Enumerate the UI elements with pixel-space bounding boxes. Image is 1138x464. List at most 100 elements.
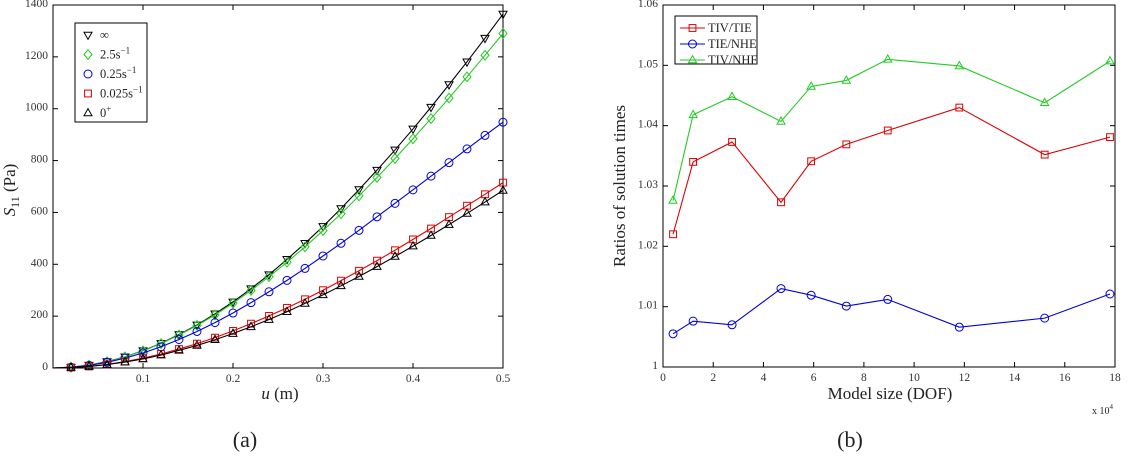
- data-point: [668, 329, 678, 339]
- data-point: [210, 310, 220, 320]
- legend-label: 2.5s−1: [100, 46, 130, 62]
- data-point: [301, 295, 309, 304]
- data-point: [954, 322, 964, 332]
- data-point: [210, 309, 220, 321]
- data-point: [727, 320, 737, 330]
- data-point: [391, 246, 399, 255]
- data-point: [806, 290, 816, 300]
- series-circle: [668, 284, 1115, 339]
- data-point: [776, 284, 786, 294]
- data-point: [264, 287, 274, 297]
- data-point: [246, 321, 256, 331]
- data-point: [1039, 97, 1050, 107]
- data-point: [883, 294, 893, 304]
- legend-label: TIE/NHE: [708, 37, 757, 51]
- y-tick-label: 0: [42, 361, 48, 373]
- data-point: [498, 27, 508, 40]
- data-point: [264, 271, 274, 283]
- data-point: [408, 240, 418, 250]
- data-point: [354, 186, 364, 196]
- y-tick-label: 600: [31, 205, 49, 217]
- legend-item: 0+: [83, 104, 111, 120]
- data-point: [841, 74, 852, 84]
- data-point: [120, 356, 130, 366]
- y-tick-label: 1200: [25, 50, 48, 62]
- data-point: [1040, 313, 1050, 323]
- data-point: [336, 280, 346, 290]
- legend-item: 2.5s−1: [83, 46, 130, 62]
- data-point: [300, 298, 310, 307]
- legend-label: 0.025s−1: [100, 85, 143, 101]
- y-tick-label: 800: [31, 154, 49, 166]
- y-tick-label: 1.06: [638, 0, 658, 10]
- y-tick-label: 400: [31, 257, 49, 269]
- data-point: [264, 314, 274, 323]
- data-point: [282, 275, 292, 285]
- data-point: [337, 276, 345, 285]
- chart-a-ylabel: S11 (Pa): [0, 164, 22, 217]
- series-square: [669, 103, 1114, 239]
- data-point: [807, 157, 816, 166]
- data-point: [462, 58, 472, 68]
- data-point: [318, 251, 328, 261]
- data-point: [229, 327, 237, 335]
- data-point: [777, 198, 785, 207]
- legend-item: ∞: [83, 28, 109, 42]
- data-point: [444, 81, 454, 91]
- data-point: [480, 34, 490, 44]
- data-point: [462, 208, 472, 217]
- chart-b-xlabel: Model size (DOF): [828, 384, 953, 403]
- data-point: [842, 140, 851, 149]
- chart-b-ylabel: Ratios of solution times: [610, 105, 629, 267]
- data-point: [102, 357, 112, 367]
- data-point: [372, 166, 382, 176]
- series-line: [672, 106, 1111, 235]
- data-point: [300, 263, 310, 273]
- data-point: [480, 130, 490, 140]
- data-point: [228, 297, 238, 309]
- y-tick-label: 1400: [25, 0, 48, 10]
- data-point: [462, 144, 472, 154]
- legend-label: 0+: [100, 104, 111, 120]
- data-point: [228, 328, 238, 337]
- data-point: [776, 116, 786, 125]
- legend-item: 0.025s−1: [84, 85, 143, 101]
- data-point: [336, 238, 346, 248]
- data-point: [954, 60, 965, 70]
- data-point: [138, 353, 148, 363]
- data-point: [841, 301, 851, 311]
- legend-item: TIV/TIE: [680, 21, 752, 35]
- data-point: [192, 321, 202, 331]
- legend-label: 0.25s−1: [100, 65, 136, 81]
- x-tick-label: 10: [908, 372, 920, 384]
- data-point: [462, 71, 472, 83]
- data-point: [102, 359, 112, 368]
- data-point: [1105, 289, 1115, 299]
- chart-a-xlabel: u (m): [261, 384, 298, 403]
- x-tick-label: 16: [1059, 372, 1071, 384]
- legend-label: TIV/NHE: [708, 53, 758, 67]
- data-point: [480, 49, 490, 61]
- y-tick-label: 1000: [25, 102, 48, 114]
- legend-marker: [83, 31, 93, 41]
- legend: ∞ 2.5s−1 0.25s−1 0.025s−1 0+: [74, 22, 148, 123]
- data-point: [174, 331, 184, 340]
- legend-label: ∞: [100, 28, 109, 42]
- data-point: [668, 195, 678, 204]
- data-point: [156, 338, 166, 350]
- legend-box: [74, 22, 148, 123]
- y-tick-label: 1: [652, 360, 658, 372]
- y-tick-label: 200: [31, 309, 49, 321]
- data-point: [498, 117, 508, 127]
- data-point: [246, 284, 256, 297]
- legend-marker: [688, 39, 697, 49]
- data-point: [228, 308, 238, 318]
- data-point: [689, 157, 698, 166]
- y-tick-label: 1.03: [638, 179, 658, 191]
- data-point: [138, 345, 148, 357]
- data-point: [444, 158, 454, 168]
- legend-marker: [84, 89, 92, 98]
- data-point: [355, 266, 363, 275]
- x-tick-label: 2: [710, 372, 716, 384]
